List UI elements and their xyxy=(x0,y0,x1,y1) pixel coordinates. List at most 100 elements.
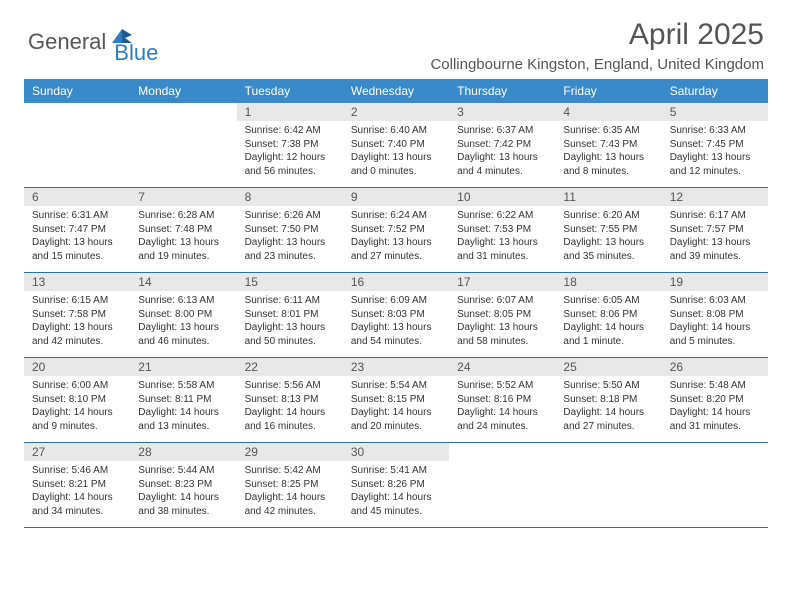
daylight-text-2: and 20 minutes. xyxy=(351,420,441,434)
day-number: 10 xyxy=(449,188,555,206)
day-number: 27 xyxy=(24,443,130,461)
sunrise-text: Sunrise: 5:41 AM xyxy=(351,464,441,478)
day-cell: 30Sunrise: 5:41 AMSunset: 8:26 PMDayligh… xyxy=(343,443,449,527)
sunrise-text: Sunrise: 5:56 AM xyxy=(245,379,335,393)
sunset-text: Sunset: 7:47 PM xyxy=(32,223,122,237)
sunrise-text: Sunrise: 5:46 AM xyxy=(32,464,122,478)
day-details: Sunrise: 5:44 AMSunset: 8:23 PMDaylight:… xyxy=(130,461,236,524)
sunset-text: Sunset: 7:55 PM xyxy=(563,223,653,237)
sunset-text: Sunset: 7:38 PM xyxy=(245,138,335,152)
day-cell: 7Sunrise: 6:28 AMSunset: 7:48 PMDaylight… xyxy=(130,188,236,272)
day-number: 14 xyxy=(130,273,236,291)
day-cell: 28Sunrise: 5:44 AMSunset: 8:23 PMDayligh… xyxy=(130,443,236,527)
sunset-text: Sunset: 8:05 PM xyxy=(457,308,547,322)
daylight-text-1: Daylight: 14 hours xyxy=(138,406,228,420)
day-cell: 5Sunrise: 6:33 AMSunset: 7:45 PMDaylight… xyxy=(662,103,768,187)
sunrise-text: Sunrise: 5:44 AM xyxy=(138,464,228,478)
day-number: 22 xyxy=(237,358,343,376)
sunset-text: Sunset: 8:20 PM xyxy=(670,393,760,407)
day-number: 12 xyxy=(662,188,768,206)
empty-cell xyxy=(24,103,130,187)
day-cell: 4Sunrise: 6:35 AMSunset: 7:43 PMDaylight… xyxy=(555,103,661,187)
day-cell: 15Sunrise: 6:11 AMSunset: 8:01 PMDayligh… xyxy=(237,273,343,357)
sunrise-text: Sunrise: 5:48 AM xyxy=(670,379,760,393)
day-cell: 9Sunrise: 6:24 AMSunset: 7:52 PMDaylight… xyxy=(343,188,449,272)
day-details: Sunrise: 6:40 AMSunset: 7:40 PMDaylight:… xyxy=(343,121,449,184)
daylight-text-1: Daylight: 13 hours xyxy=(563,151,653,165)
sunset-text: Sunset: 8:01 PM xyxy=(245,308,335,322)
day-number: 19 xyxy=(662,273,768,291)
empty-cell xyxy=(449,443,555,527)
sunrise-text: Sunrise: 6:09 AM xyxy=(351,294,441,308)
daylight-text-2: and 27 minutes. xyxy=(563,420,653,434)
sunrise-text: Sunrise: 6:37 AM xyxy=(457,124,547,138)
weekday-header: Wednesday xyxy=(343,79,449,103)
day-cell: 12Sunrise: 6:17 AMSunset: 7:57 PMDayligh… xyxy=(662,188,768,272)
daylight-text-2: and 0 minutes. xyxy=(351,165,441,179)
sunset-text: Sunset: 7:45 PM xyxy=(670,138,760,152)
daylight-text-1: Daylight: 13 hours xyxy=(351,236,441,250)
day-cell: 6Sunrise: 6:31 AMSunset: 7:47 PMDaylight… xyxy=(24,188,130,272)
day-number: 17 xyxy=(449,273,555,291)
sunrise-text: Sunrise: 6:13 AM xyxy=(138,294,228,308)
daylight-text-1: Daylight: 13 hours xyxy=(457,236,547,250)
sunrise-text: Sunrise: 5:54 AM xyxy=(351,379,441,393)
day-details: Sunrise: 5:42 AMSunset: 8:25 PMDaylight:… xyxy=(237,461,343,524)
day-details: Sunrise: 6:11 AMSunset: 8:01 PMDaylight:… xyxy=(237,291,343,354)
daylight-text-2: and 31 minutes. xyxy=(670,420,760,434)
week-row: 6Sunrise: 6:31 AMSunset: 7:47 PMDaylight… xyxy=(24,188,768,273)
day-cell: 13Sunrise: 6:15 AMSunset: 7:58 PMDayligh… xyxy=(24,273,130,357)
day-details: Sunrise: 6:05 AMSunset: 8:06 PMDaylight:… xyxy=(555,291,661,354)
day-number: 18 xyxy=(555,273,661,291)
logo-text-general: General xyxy=(28,29,106,55)
weekday-header: Sunday xyxy=(24,79,130,103)
day-number: 11 xyxy=(555,188,661,206)
page-header: General Blue April 2025 Collingbourne Ki… xyxy=(0,0,792,79)
daylight-text-2: and 4 minutes. xyxy=(457,165,547,179)
day-number: 25 xyxy=(555,358,661,376)
day-details: Sunrise: 5:48 AMSunset: 8:20 PMDaylight:… xyxy=(662,376,768,439)
weekday-header: Tuesday xyxy=(237,79,343,103)
day-cell: 17Sunrise: 6:07 AMSunset: 8:05 PMDayligh… xyxy=(449,273,555,357)
daylight-text-1: Daylight: 13 hours xyxy=(32,236,122,250)
sunset-text: Sunset: 7:48 PM xyxy=(138,223,228,237)
daylight-text-1: Daylight: 13 hours xyxy=(245,321,335,335)
daylight-text-2: and 9 minutes. xyxy=(32,420,122,434)
title-block: April 2025 Collingbourne Kingston, Engla… xyxy=(430,18,764,73)
day-details: Sunrise: 6:20 AMSunset: 7:55 PMDaylight:… xyxy=(555,206,661,269)
sunrise-text: Sunrise: 6:22 AM xyxy=(457,209,547,223)
empty-cell xyxy=(662,443,768,527)
day-details: Sunrise: 6:17 AMSunset: 7:57 PMDaylight:… xyxy=(662,206,768,269)
day-cell: 21Sunrise: 5:58 AMSunset: 8:11 PMDayligh… xyxy=(130,358,236,442)
sunset-text: Sunset: 7:40 PM xyxy=(351,138,441,152)
daylight-text-1: Daylight: 13 hours xyxy=(457,151,547,165)
day-number: 6 xyxy=(24,188,130,206)
sunset-text: Sunset: 7:50 PM xyxy=(245,223,335,237)
daylight-text-1: Daylight: 14 hours xyxy=(32,491,122,505)
week-row: 27Sunrise: 5:46 AMSunset: 8:21 PMDayligh… xyxy=(24,443,768,528)
day-details: Sunrise: 6:22 AMSunset: 7:53 PMDaylight:… xyxy=(449,206,555,269)
daylight-text-1: Daylight: 13 hours xyxy=(670,236,760,250)
day-cell: 23Sunrise: 5:54 AMSunset: 8:15 PMDayligh… xyxy=(343,358,449,442)
daylight-text-2: and 19 minutes. xyxy=(138,250,228,264)
daylight-text-2: and 42 minutes. xyxy=(32,335,122,349)
sunrise-text: Sunrise: 6:33 AM xyxy=(670,124,760,138)
day-cell: 24Sunrise: 5:52 AMSunset: 8:16 PMDayligh… xyxy=(449,358,555,442)
day-cell: 8Sunrise: 6:26 AMSunset: 7:50 PMDaylight… xyxy=(237,188,343,272)
daylight-text-2: and 8 minutes. xyxy=(563,165,653,179)
day-number: 30 xyxy=(343,443,449,461)
daylight-text-1: Daylight: 12 hours xyxy=(245,151,335,165)
day-cell: 2Sunrise: 6:40 AMSunset: 7:40 PMDaylight… xyxy=(343,103,449,187)
day-cell: 26Sunrise: 5:48 AMSunset: 8:20 PMDayligh… xyxy=(662,358,768,442)
day-number: 16 xyxy=(343,273,449,291)
daylight-text-1: Daylight: 13 hours xyxy=(138,236,228,250)
sunset-text: Sunset: 7:58 PM xyxy=(32,308,122,322)
daylight-text-1: Daylight: 14 hours xyxy=(351,491,441,505)
sunrise-text: Sunrise: 6:17 AM xyxy=(670,209,760,223)
day-cell: 27Sunrise: 5:46 AMSunset: 8:21 PMDayligh… xyxy=(24,443,130,527)
sunset-text: Sunset: 8:18 PM xyxy=(563,393,653,407)
day-number: 26 xyxy=(662,358,768,376)
daylight-text-1: Daylight: 14 hours xyxy=(245,406,335,420)
day-number: 2 xyxy=(343,103,449,121)
day-details: Sunrise: 5:50 AMSunset: 8:18 PMDaylight:… xyxy=(555,376,661,439)
